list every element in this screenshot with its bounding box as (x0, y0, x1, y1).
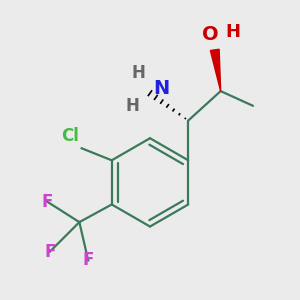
Text: H: H (225, 23, 240, 41)
Text: O: O (202, 25, 219, 44)
Polygon shape (210, 49, 220, 91)
Text: F: F (82, 251, 94, 269)
Text: N: N (153, 79, 169, 98)
Text: F: F (41, 193, 53, 211)
Text: H: H (131, 64, 145, 82)
Text: H: H (125, 97, 139, 115)
Text: F: F (44, 243, 56, 261)
Text: Cl: Cl (61, 127, 79, 145)
